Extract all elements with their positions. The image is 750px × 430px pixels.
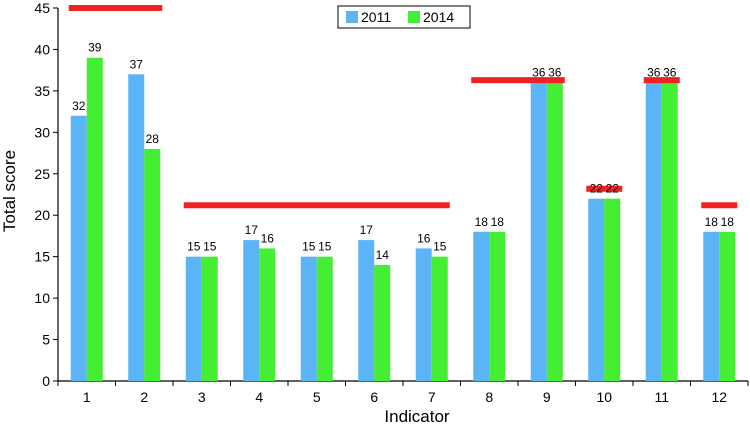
data-label-2011-4: 17 <box>245 223 259 237</box>
legend-label-2014: 2014 <box>423 9 454 25</box>
bar-2014-12 <box>719 231 736 381</box>
bar-2011-7 <box>415 248 432 381</box>
data-label-2014-5: 15 <box>318 240 332 254</box>
data-label-2014-10: 22 <box>606 182 620 196</box>
y-tick-label: 45 <box>34 0 50 16</box>
x-tick-label: 11 <box>654 389 669 405</box>
bar-2014-4 <box>259 248 276 381</box>
y-tick-label: 15 <box>34 249 50 265</box>
legend-swatch-2011 <box>346 11 358 23</box>
bar-2014-1 <box>86 57 103 381</box>
data-labels: 3237151715171618362236183928151615141518… <box>72 41 734 262</box>
x-tick-label: 7 <box>428 389 436 405</box>
x-tick-label: 4 <box>255 389 263 405</box>
data-label-2014-4: 16 <box>261 231 275 245</box>
data-label-2014-6: 14 <box>376 248 390 262</box>
x-tick-label: 3 <box>198 389 206 405</box>
bar-2011-12 <box>703 231 720 381</box>
legend: 2011 2014 <box>337 5 471 29</box>
data-label-2011-7: 16 <box>417 231 431 245</box>
bar-2014-3 <box>201 256 218 381</box>
data-label-2014-9: 36 <box>548 66 562 80</box>
data-label-2014-1: 39 <box>88 41 102 55</box>
data-label-2011-2: 37 <box>130 57 144 71</box>
x-tick-label: 2 <box>140 389 148 405</box>
y-tick-label: 25 <box>34 166 50 182</box>
y-tick-label: 10 <box>34 290 50 306</box>
y-tick-label: 20 <box>34 207 50 223</box>
x-tick-label: 6 <box>370 389 378 405</box>
bar-2011-1 <box>70 115 87 381</box>
legend-swatch-2014 <box>408 11 420 23</box>
data-label-2011-1: 32 <box>72 99 86 113</box>
data-label-2011-3: 15 <box>187 240 201 254</box>
bar-2014-2 <box>144 148 161 381</box>
bar-2014-8 <box>489 231 506 381</box>
legend-box <box>337 5 471 29</box>
data-label-2014-7: 15 <box>433 240 447 254</box>
x-tick-label: 5 <box>313 389 321 405</box>
bar-2014-5 <box>316 256 333 381</box>
data-label-2014-2: 28 <box>146 132 160 146</box>
x-tick-label: 10 <box>596 389 612 405</box>
bar-2011-3 <box>185 256 202 381</box>
data-label-2014-8: 18 <box>491 215 505 229</box>
data-label-2011-9: 36 <box>532 66 546 80</box>
x-tick-label: 9 <box>543 389 551 405</box>
data-label-2011-6: 17 <box>360 223 374 237</box>
bar-2011-10 <box>588 198 605 381</box>
data-label-2011-8: 18 <box>475 215 489 229</box>
bar-2014-9 <box>546 82 563 381</box>
legend-label-2011: 2011 <box>361 9 391 25</box>
y-tick-label: 0 <box>42 373 50 389</box>
data-label-2014-12: 18 <box>721 215 735 229</box>
x-tick-label: 8 <box>485 389 493 405</box>
data-label-2011-12: 18 <box>705 215 719 229</box>
x-tick-label: 12 <box>711 389 727 405</box>
data-label-2011-11: 36 <box>647 66 661 80</box>
y-tick-label: 35 <box>34 83 50 99</box>
bar-2014-7 <box>431 256 448 381</box>
data-label-2011-5: 15 <box>302 240 316 254</box>
bar-2011-4 <box>243 240 260 381</box>
bar-2014-10 <box>604 198 621 381</box>
x-axis-title: Indicator <box>384 407 450 426</box>
bar-2011-11 <box>645 82 662 381</box>
x-tick-label: 1 <box>83 389 91 405</box>
y-tick-label: 5 <box>42 332 50 348</box>
y-axis-title: Total score <box>0 150 19 232</box>
bar-2014-6 <box>374 264 391 381</box>
data-label-2014-3: 15 <box>203 240 217 254</box>
bar-2014-11 <box>661 82 678 381</box>
bar-2011-5 <box>300 256 317 381</box>
bar-2011-2 <box>128 74 145 382</box>
bar-2011-6 <box>358 240 375 381</box>
bar-2011-8 <box>473 231 490 381</box>
reference-lines <box>68 5 738 209</box>
data-label-2011-10: 22 <box>590 182 604 196</box>
bar-2011-9 <box>530 82 547 381</box>
y-tick-label: 30 <box>34 124 50 140</box>
data-label-2014-11: 36 <box>663 66 677 80</box>
y-tick-label: 40 <box>34 41 50 57</box>
bars <box>70 57 736 382</box>
